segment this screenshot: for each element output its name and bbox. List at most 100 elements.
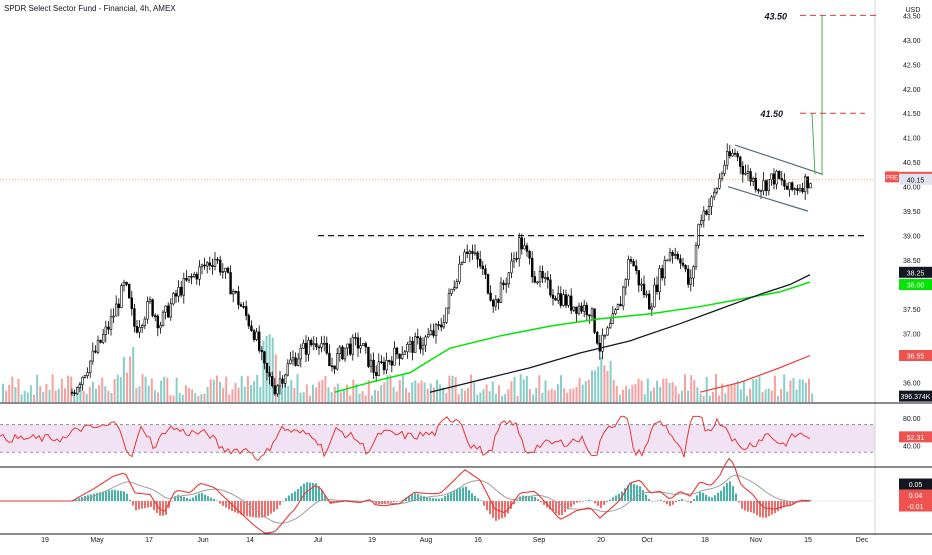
volume-bar [519, 374, 522, 402]
macd-hist-bar [534, 496, 536, 501]
macd-hist-bar [462, 487, 464, 501]
macd-hist-bar [414, 493, 416, 501]
volume-bar [432, 387, 435, 402]
candle-body [325, 342, 328, 354]
macd-hist-bar [678, 499, 680, 501]
candle-body [224, 267, 227, 272]
candle-body [252, 330, 256, 340]
candle-body [270, 376, 274, 387]
candle-body [385, 360, 388, 371]
candle-body [780, 178, 784, 181]
macd-hist-bar [264, 501, 266, 518]
macd-hist-bar [735, 493, 737, 501]
macd-hist-bar [270, 501, 272, 514]
candle-body [481, 265, 484, 270]
macd-hist-bar [222, 501, 224, 506]
volume-bar [330, 392, 333, 402]
macd-hist-bar [144, 501, 146, 509]
candle-body [122, 281, 126, 286]
volume-bar [95, 388, 97, 402]
candle-body [679, 258, 682, 264]
candle-body [777, 170, 781, 179]
candle-body [382, 361, 386, 371]
macd-value-text: 0.05 [909, 482, 923, 489]
candle-body [76, 387, 79, 395]
macd-hist-bar [645, 494, 647, 501]
volume-bar [343, 390, 345, 402]
candle-body [86, 372, 89, 376]
macd-hist-bar [567, 501, 569, 510]
macd-hist-bar [609, 499, 611, 501]
candle-body [442, 322, 445, 328]
candle-body [707, 206, 711, 215]
candle-body [598, 342, 602, 352]
macd-hist-bar [612, 497, 614, 501]
candle-body [616, 303, 620, 310]
volume-bar [222, 388, 225, 402]
volume-bar [560, 375, 562, 402]
volume-bar [721, 383, 724, 402]
volume-bar [746, 395, 748, 402]
volume-bar [70, 376, 73, 402]
macd-hist-bar [294, 491, 296, 501]
price-label-badge [899, 279, 932, 291]
volume-bar [274, 354, 277, 402]
macd-hist-bar [399, 501, 401, 502]
candle-body [645, 293, 648, 296]
macd-hist-bar [507, 501, 509, 514]
macd-hist-bar [393, 501, 395, 503]
macd-hist-bar [105, 490, 107, 501]
rsi-value-text: 52.31 [907, 435, 925, 442]
volume-bar [225, 376, 228, 402]
candle-body [507, 272, 510, 285]
volume-bar [764, 389, 767, 402]
candle-body [512, 258, 516, 262]
volume-bar [389, 375, 392, 402]
candle-body [291, 357, 295, 361]
macd-hist-bar [258, 501, 260, 518]
candle-body [341, 346, 344, 360]
macd-hist-bar [516, 500, 518, 501]
volume-bar [305, 384, 308, 402]
macd-hist-bar [615, 495, 617, 501]
macd-hist-bar [537, 499, 539, 501]
macd-hist-bar [480, 500, 482, 501]
volume-bar [699, 393, 702, 402]
candle-body [478, 258, 482, 267]
channel-lower-line [727, 186, 809, 212]
macd-hist-bar [132, 501, 134, 506]
volume-bar [696, 387, 699, 402]
macd-hist-bar [108, 490, 110, 501]
volume-bar [420, 380, 423, 402]
macd-hist-bar [303, 483, 305, 501]
macd-hist-bar [162, 501, 164, 516]
macd-hist-bar [513, 501, 515, 505]
volume-bar [26, 392, 29, 402]
volume-bar [591, 370, 593, 402]
candle-body [744, 172, 747, 175]
candle-body [398, 353, 401, 359]
candle-body [634, 265, 638, 271]
macd-line [0, 457, 811, 534]
macd-hist-bar [255, 501, 257, 518]
macd-hist-bar [732, 486, 734, 501]
volume-bar [445, 392, 448, 402]
volume-bar [491, 381, 494, 402]
volume-bar [45, 383, 48, 402]
candle-body [200, 264, 204, 268]
volume-bar [284, 378, 287, 402]
volume-bar [780, 389, 783, 402]
candle-body [161, 311, 165, 326]
volume-bar [798, 379, 801, 402]
candle-body [354, 337, 357, 339]
volume-bar [157, 392, 159, 402]
candle-body [400, 354, 404, 359]
macd-hist-bar [285, 498, 287, 501]
volume-bar [572, 388, 575, 402]
volume-bar [8, 384, 11, 402]
volume-bar [618, 394, 621, 402]
volume-bar [755, 379, 758, 402]
candle-body [73, 392, 76, 395]
